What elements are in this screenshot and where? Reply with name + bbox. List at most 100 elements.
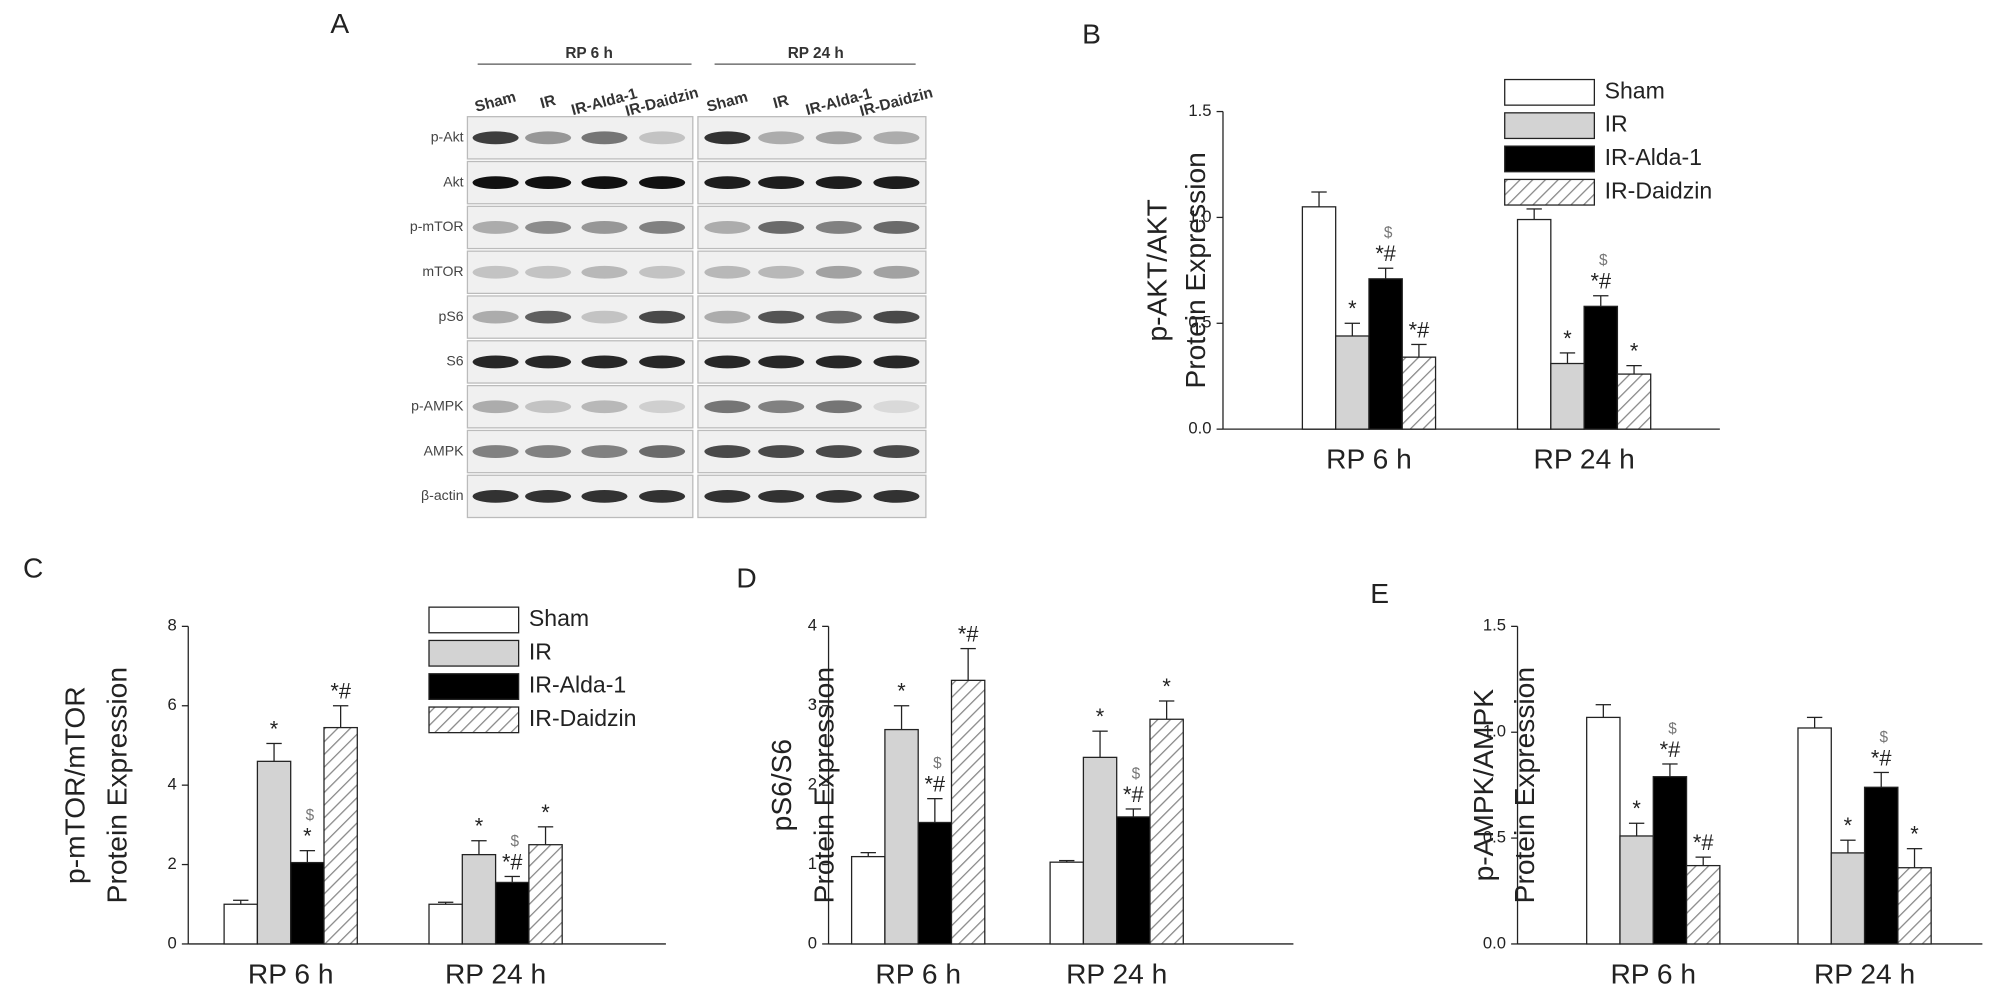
blot-band <box>815 400 862 414</box>
bar <box>1897 867 1932 945</box>
panel-label: A <box>330 7 349 39</box>
group-label: RP 24 h <box>788 45 844 62</box>
blot-band <box>525 265 572 279</box>
lane-label: Sham <box>705 89 750 116</box>
blot-band <box>472 310 519 324</box>
protein-label: p-AMPK <box>411 397 464 413</box>
y-tick-label: 0.0 <box>1188 419 1211 438</box>
significance-label: *# <box>1123 782 1144 807</box>
protein-label: S6 <box>446 353 463 369</box>
panel-label: B <box>1082 17 1101 49</box>
y-axis-title: p-AKT/AKT <box>1140 199 1172 341</box>
x-tick-label: RP 24 h <box>1534 443 1635 475</box>
blot-band <box>639 176 686 190</box>
significance-label: $ <box>1599 252 1608 269</box>
y-tick-label: 4 <box>808 616 817 635</box>
blot-band <box>525 355 572 369</box>
significance-label: * <box>1563 326 1572 351</box>
bar <box>850 855 886 945</box>
significance-label: * <box>541 800 550 825</box>
significance-label: * <box>1844 813 1853 838</box>
legend-label: IR-Daidzin <box>529 705 637 731</box>
bar <box>1586 716 1621 945</box>
legend-swatch <box>428 706 520 734</box>
significance-label: * <box>897 679 906 704</box>
bar <box>1583 305 1619 430</box>
x-tick-label: RP 6 h <box>1610 957 1696 989</box>
blot-band <box>639 310 686 324</box>
blot-band <box>815 310 862 324</box>
blot-band <box>704 221 751 234</box>
panel-label: C <box>23 551 43 583</box>
blot-band <box>525 221 572 234</box>
bar <box>528 844 563 945</box>
bar <box>1516 218 1552 430</box>
blot-band <box>525 310 572 324</box>
protein-label: p-Akt <box>431 129 464 145</box>
bar <box>1301 206 1337 430</box>
lane-label: Sham <box>473 89 518 116</box>
bar <box>1049 861 1085 945</box>
blot-band <box>704 176 751 190</box>
protein-label: AMPK <box>424 442 465 458</box>
bar <box>1797 727 1832 945</box>
blot-band <box>472 265 519 279</box>
significance-label: * <box>1910 822 1919 847</box>
bar <box>917 821 953 945</box>
significance-label: *# <box>1375 241 1396 266</box>
y-axis-title: Protein Expression <box>101 667 133 903</box>
blot-row <box>466 384 694 429</box>
blot-band <box>525 400 572 414</box>
blot-band <box>581 489 628 503</box>
blot-band <box>815 131 862 145</box>
blot-band <box>581 221 628 234</box>
legend-swatch <box>1504 145 1596 173</box>
blot-band <box>472 445 519 458</box>
blot-band <box>873 400 920 414</box>
protein-label: mTOR <box>422 263 463 279</box>
x-tick-label: RP 6 h <box>875 957 961 989</box>
blot-band <box>873 176 920 190</box>
legend-label: IR-Alda-1 <box>1605 144 1702 170</box>
y-tick-label: 1.5 <box>1188 101 1211 120</box>
y-axis-title: p-mTOR/mTOR <box>58 686 90 884</box>
legend-swatch <box>1504 112 1596 140</box>
significance-label: * <box>1632 796 1641 821</box>
y-tick-label: 0.5 <box>1188 313 1211 332</box>
bar <box>1863 786 1899 945</box>
blot-band <box>581 355 628 369</box>
y-tick-label: 4 <box>167 775 176 794</box>
significance-label: $ <box>1880 729 1889 746</box>
y-tick-label: 1 <box>808 854 817 873</box>
blot-band <box>472 221 519 234</box>
significance-label: $ <box>1132 765 1141 782</box>
significance-label: *# <box>1660 737 1681 762</box>
blot-band <box>525 176 572 190</box>
legend-label: Sham <box>1605 77 1665 103</box>
blot-band <box>472 131 519 145</box>
y-axis-title: Protein Expression <box>1179 152 1211 388</box>
protein-label: pS6 <box>439 308 464 324</box>
blot-band <box>704 400 751 414</box>
bar <box>290 861 325 945</box>
significance-label: $ <box>1384 225 1393 242</box>
panel-label: D <box>736 562 756 594</box>
significance-label: *# <box>1590 269 1611 294</box>
blot-band <box>873 265 920 279</box>
blot-band <box>815 221 862 234</box>
blot-band <box>472 489 519 503</box>
bar <box>1616 373 1652 430</box>
blot-band <box>873 221 920 234</box>
blot-band <box>581 265 628 279</box>
legend-label: IR-Alda-1 <box>529 672 626 698</box>
lane-label: IR <box>538 92 557 112</box>
lane-label: IR <box>771 92 790 112</box>
blot-band <box>758 355 805 369</box>
blot-band <box>639 265 686 279</box>
blot-band <box>873 445 920 458</box>
legend-swatch <box>428 673 520 700</box>
blot-band <box>581 131 628 145</box>
bar <box>1619 835 1654 945</box>
significance-label: $ <box>306 807 315 824</box>
legend-swatch <box>1504 78 1596 106</box>
